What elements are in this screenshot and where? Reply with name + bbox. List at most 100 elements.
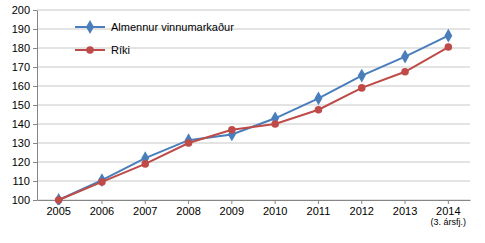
y-tick-label: 180 bbox=[12, 42, 30, 54]
x-tick-mark bbox=[405, 200, 406, 204]
y-tick-mark bbox=[33, 124, 37, 125]
y-tick-mark bbox=[33, 162, 37, 163]
x-tick: 2007 bbox=[133, 200, 157, 217]
x-tick-mark bbox=[361, 200, 362, 204]
x-tick-label: 2010 bbox=[263, 205, 287, 217]
x-tick-mark bbox=[275, 200, 276, 204]
x-tick-label: 2013 bbox=[393, 205, 417, 217]
y-tick-label: 200 bbox=[12, 4, 30, 16]
series-marker bbox=[445, 43, 453, 51]
legend-item: Almennur vinnumarkaður bbox=[75, 20, 234, 34]
y-axis: 100 110 120 130 140 150 160 170 180 190 200 bbox=[12, 4, 38, 206]
x-tick: 2011 bbox=[307, 200, 331, 217]
y-tick: 130 bbox=[12, 137, 37, 149]
x-tick-label: 2014(3. ársfj.) bbox=[431, 205, 467, 227]
x-tick-label: 2011 bbox=[307, 205, 331, 217]
grid-line bbox=[37, 29, 470, 30]
y-tick-mark bbox=[33, 29, 37, 30]
y-tick: 150 bbox=[12, 99, 37, 111]
y-axis-line bbox=[37, 11, 38, 201]
x-tick: 2014(3. ársfj.) bbox=[431, 200, 467, 227]
series-marker bbox=[185, 139, 193, 147]
x-tick: 2008 bbox=[176, 200, 200, 217]
y-tick-label: 170 bbox=[12, 61, 30, 73]
y-tick: 200 bbox=[12, 4, 37, 16]
plot: 1001101201301401501601701801902002005200… bbox=[12, 4, 471, 227]
y-tick-label: 150 bbox=[12, 99, 30, 111]
x-tick: 2013 bbox=[393, 200, 417, 217]
x-tick-label: 2012 bbox=[350, 205, 374, 217]
series-line bbox=[59, 47, 449, 200]
legend-marker bbox=[86, 20, 94, 34]
series-group bbox=[55, 29, 453, 205]
y-tick: 120 bbox=[12, 156, 37, 168]
x-tick-label-line: 2012 bbox=[350, 205, 374, 217]
series-marker bbox=[228, 126, 236, 134]
grid-line bbox=[37, 86, 470, 87]
x-tick-mark bbox=[231, 200, 232, 204]
y-tick: 160 bbox=[12, 80, 37, 92]
grid-line bbox=[37, 143, 470, 144]
y-tick: 100 bbox=[12, 194, 37, 206]
y-tick-mark bbox=[33, 48, 37, 49]
series-marker bbox=[401, 50, 409, 64]
y-tick-mark bbox=[33, 86, 37, 87]
legend-label: Ríki bbox=[111, 44, 130, 56]
y-tick: 140 bbox=[12, 118, 37, 130]
series-marker bbox=[98, 173, 106, 187]
legend-label: Almennur vinnumarkaður bbox=[111, 21, 234, 33]
x-tick-label: 2006 bbox=[90, 205, 114, 217]
y-tick: 190 bbox=[12, 23, 37, 35]
x-tick-label-line: 2013 bbox=[393, 205, 417, 217]
series-marker bbox=[185, 133, 193, 147]
series-marker bbox=[98, 178, 106, 186]
x-tick-mark bbox=[101, 200, 102, 204]
grid-line bbox=[37, 124, 470, 125]
x-tick-label-line: 2008 bbox=[176, 205, 200, 217]
y-tick-label: 100 bbox=[12, 194, 30, 206]
legend-marker bbox=[86, 46, 94, 54]
x-tick-label: 2008 bbox=[176, 205, 200, 217]
grid-line bbox=[37, 67, 470, 68]
series-marker bbox=[358, 69, 366, 83]
x-tick-label-line: 2005 bbox=[46, 205, 70, 217]
x-tick-label-line: 2014 bbox=[436, 205, 460, 217]
chart: 1001101201301401501601701801902002005200… bbox=[0, 0, 485, 243]
series-marker bbox=[401, 68, 409, 76]
grid-line bbox=[37, 162, 470, 163]
x-axis: 2005 2006 2007 2008 2009 2010 2011 2012 2013 2014… bbox=[38, 200, 471, 227]
x-tick-label-line: 2006 bbox=[90, 205, 114, 217]
legend: Almennur vinnumarkaður Ríki bbox=[75, 20, 234, 56]
grid-line bbox=[37, 48, 470, 49]
y-tick-label: 140 bbox=[12, 118, 30, 130]
x-tick: 2010 bbox=[263, 200, 287, 217]
legend-item: Ríki bbox=[75, 44, 130, 56]
x-tick-label: 2009 bbox=[220, 205, 244, 217]
x-tick-mark bbox=[188, 200, 189, 204]
series-marker bbox=[141, 160, 149, 168]
x-tick-label-line: 2007 bbox=[133, 205, 157, 217]
series-marker bbox=[314, 91, 322, 105]
x-tick-mark bbox=[448, 200, 449, 204]
grid bbox=[37, 10, 470, 200]
series-marker bbox=[271, 120, 279, 128]
y-tick-mark bbox=[33, 67, 37, 68]
y-tick: 170 bbox=[12, 61, 37, 73]
y-tick-label: 160 bbox=[12, 80, 30, 92]
grid-line bbox=[37, 10, 470, 11]
x-tick-label-line: 2009 bbox=[220, 205, 244, 217]
x-tick-mark bbox=[318, 200, 319, 204]
y-tick-mark bbox=[33, 105, 37, 106]
x-tick-label-line: (3. ársfj.) bbox=[431, 217, 467, 227]
y-tick-mark bbox=[33, 181, 37, 182]
x-tick: 2009 bbox=[220, 200, 244, 217]
y-tick-mark bbox=[33, 143, 37, 144]
grid-line bbox=[37, 105, 470, 106]
x-tick-label: 2007 bbox=[133, 205, 157, 217]
series-marker bbox=[55, 196, 63, 204]
x-tick-mark bbox=[145, 200, 146, 204]
y-tick-label: 110 bbox=[12, 175, 30, 187]
y-tick: 180 bbox=[12, 42, 37, 54]
y-tick-label: 120 bbox=[12, 156, 30, 168]
x-tick: 2006 bbox=[90, 200, 114, 217]
